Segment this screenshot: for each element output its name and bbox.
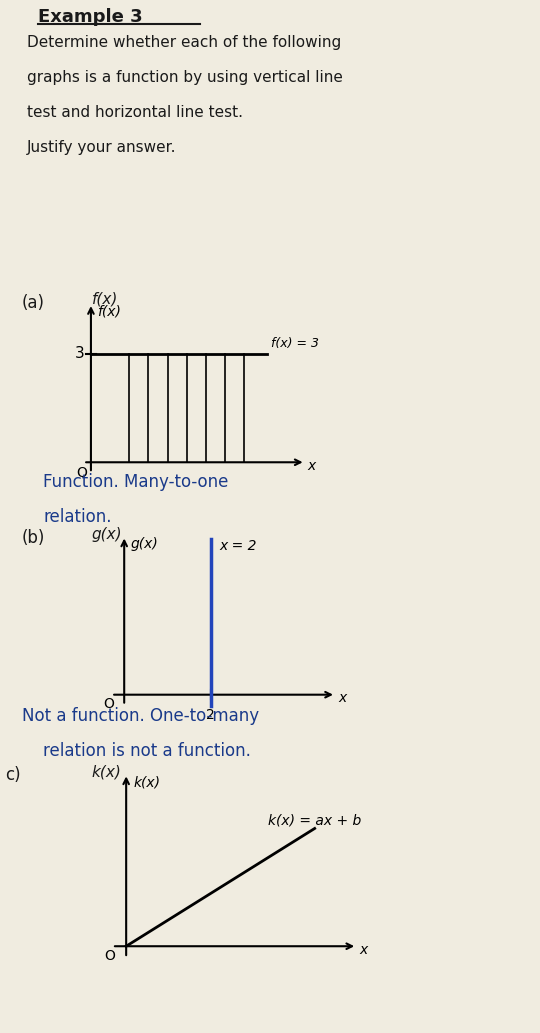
Text: O: O bbox=[76, 466, 87, 480]
Text: g(x): g(x) bbox=[92, 527, 123, 542]
Text: O: O bbox=[104, 949, 115, 963]
Text: Example 3: Example 3 bbox=[38, 8, 143, 26]
Text: 3: 3 bbox=[75, 346, 84, 362]
Text: 2: 2 bbox=[206, 709, 215, 722]
Text: Determine whether each of the following: Determine whether each of the following bbox=[27, 35, 341, 50]
Text: (b): (b) bbox=[22, 529, 45, 546]
Text: test and horizontal line test.: test and horizontal line test. bbox=[27, 104, 243, 120]
Text: k(x): k(x) bbox=[92, 764, 122, 780]
Text: Function. Many-to-one: Function. Many-to-one bbox=[43, 473, 228, 491]
Text: x: x bbox=[338, 691, 346, 706]
Text: x: x bbox=[360, 943, 368, 958]
Text: g(x): g(x) bbox=[131, 537, 158, 552]
Text: k(x) = ax + b: k(x) = ax + b bbox=[267, 814, 361, 827]
Text: c): c) bbox=[5, 766, 21, 784]
Text: f(x): f(x) bbox=[92, 291, 118, 307]
Text: Justify your answer.: Justify your answer. bbox=[27, 139, 177, 155]
Text: x: x bbox=[307, 459, 316, 473]
Text: k(x): k(x) bbox=[133, 776, 160, 789]
Text: f(x): f(x) bbox=[97, 305, 120, 319]
Text: x = 2: x = 2 bbox=[219, 539, 256, 554]
Text: Not a function. One-to-many: Not a function. One-to-many bbox=[22, 707, 259, 724]
Text: relation is not a function.: relation is not a function. bbox=[43, 742, 251, 759]
Text: O: O bbox=[104, 696, 114, 711]
Text: f(x) = 3: f(x) = 3 bbox=[271, 337, 319, 350]
Text: relation.: relation. bbox=[43, 508, 112, 526]
Text: (a): (a) bbox=[22, 294, 45, 312]
Text: graphs is a function by using vertical line: graphs is a function by using vertical l… bbox=[27, 70, 343, 85]
